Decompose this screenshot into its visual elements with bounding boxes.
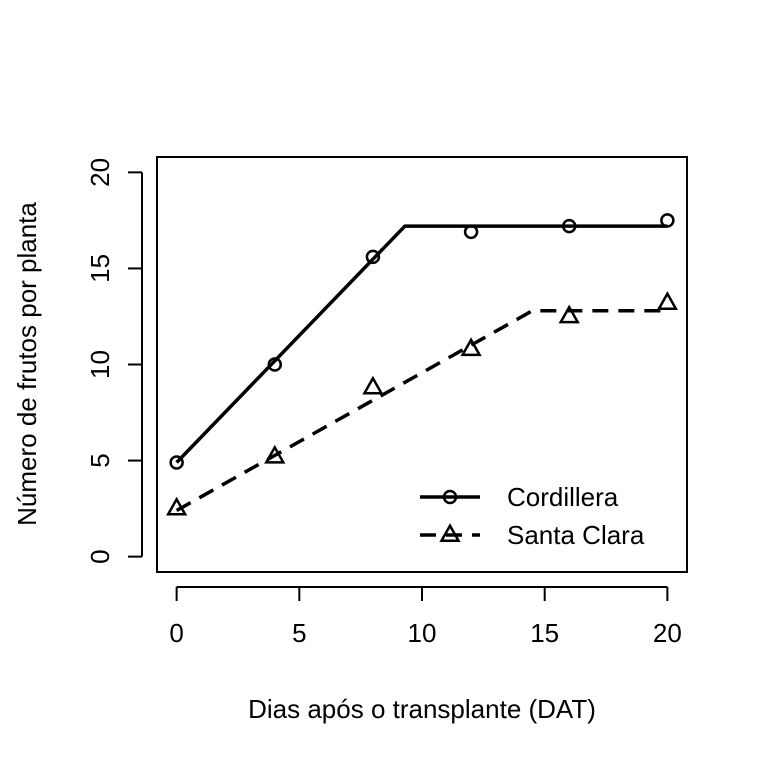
legend-label: Santa Clara bbox=[507, 520, 645, 550]
data-point bbox=[558, 304, 580, 324]
y-tick-label: 5 bbox=[85, 453, 115, 467]
x-tick-label: 20 bbox=[653, 618, 682, 648]
x-tick-label: 10 bbox=[408, 618, 437, 648]
data-point bbox=[169, 455, 184, 470]
y-tick-label: 15 bbox=[85, 254, 115, 283]
plot-frame bbox=[156, 156, 688, 573]
data-point bbox=[460, 337, 482, 357]
data-point bbox=[267, 357, 283, 372]
y-tick-label: 10 bbox=[85, 350, 115, 379]
x-tick-label: 15 bbox=[530, 618, 559, 648]
legend-label: Cordillera bbox=[507, 482, 619, 512]
x-axis-label: Dias após o transplante (DAT) bbox=[248, 694, 596, 724]
data-point bbox=[365, 249, 381, 265]
series-layer bbox=[165, 213, 679, 516]
y-axis-label: Número de frutos por planta bbox=[12, 202, 42, 526]
fit-line bbox=[175, 224, 668, 464]
data-point bbox=[264, 444, 286, 464]
data-point bbox=[463, 224, 479, 240]
legend-marker bbox=[439, 523, 461, 542]
series-cordillera bbox=[169, 213, 675, 470]
data-point bbox=[656, 291, 679, 310]
x-axis: 0 5 10 15 20 bbox=[169, 586, 682, 648]
data-point bbox=[561, 218, 577, 234]
data-point bbox=[362, 375, 384, 395]
y-tick-label: 20 bbox=[85, 158, 115, 187]
fit-line bbox=[175, 308, 668, 513]
legend: Cordillera Santa Clara bbox=[420, 482, 645, 550]
x-tick-label: 0 bbox=[169, 618, 183, 648]
data-point bbox=[660, 213, 675, 228]
y-tick-label: 0 bbox=[85, 549, 115, 563]
series-santa-clara bbox=[165, 291, 679, 516]
data-point bbox=[165, 496, 188, 516]
x-tick-label: 5 bbox=[292, 618, 306, 648]
y-axis: 0 5 10 15 20 bbox=[85, 158, 143, 564]
legend-marker bbox=[442, 489, 458, 505]
